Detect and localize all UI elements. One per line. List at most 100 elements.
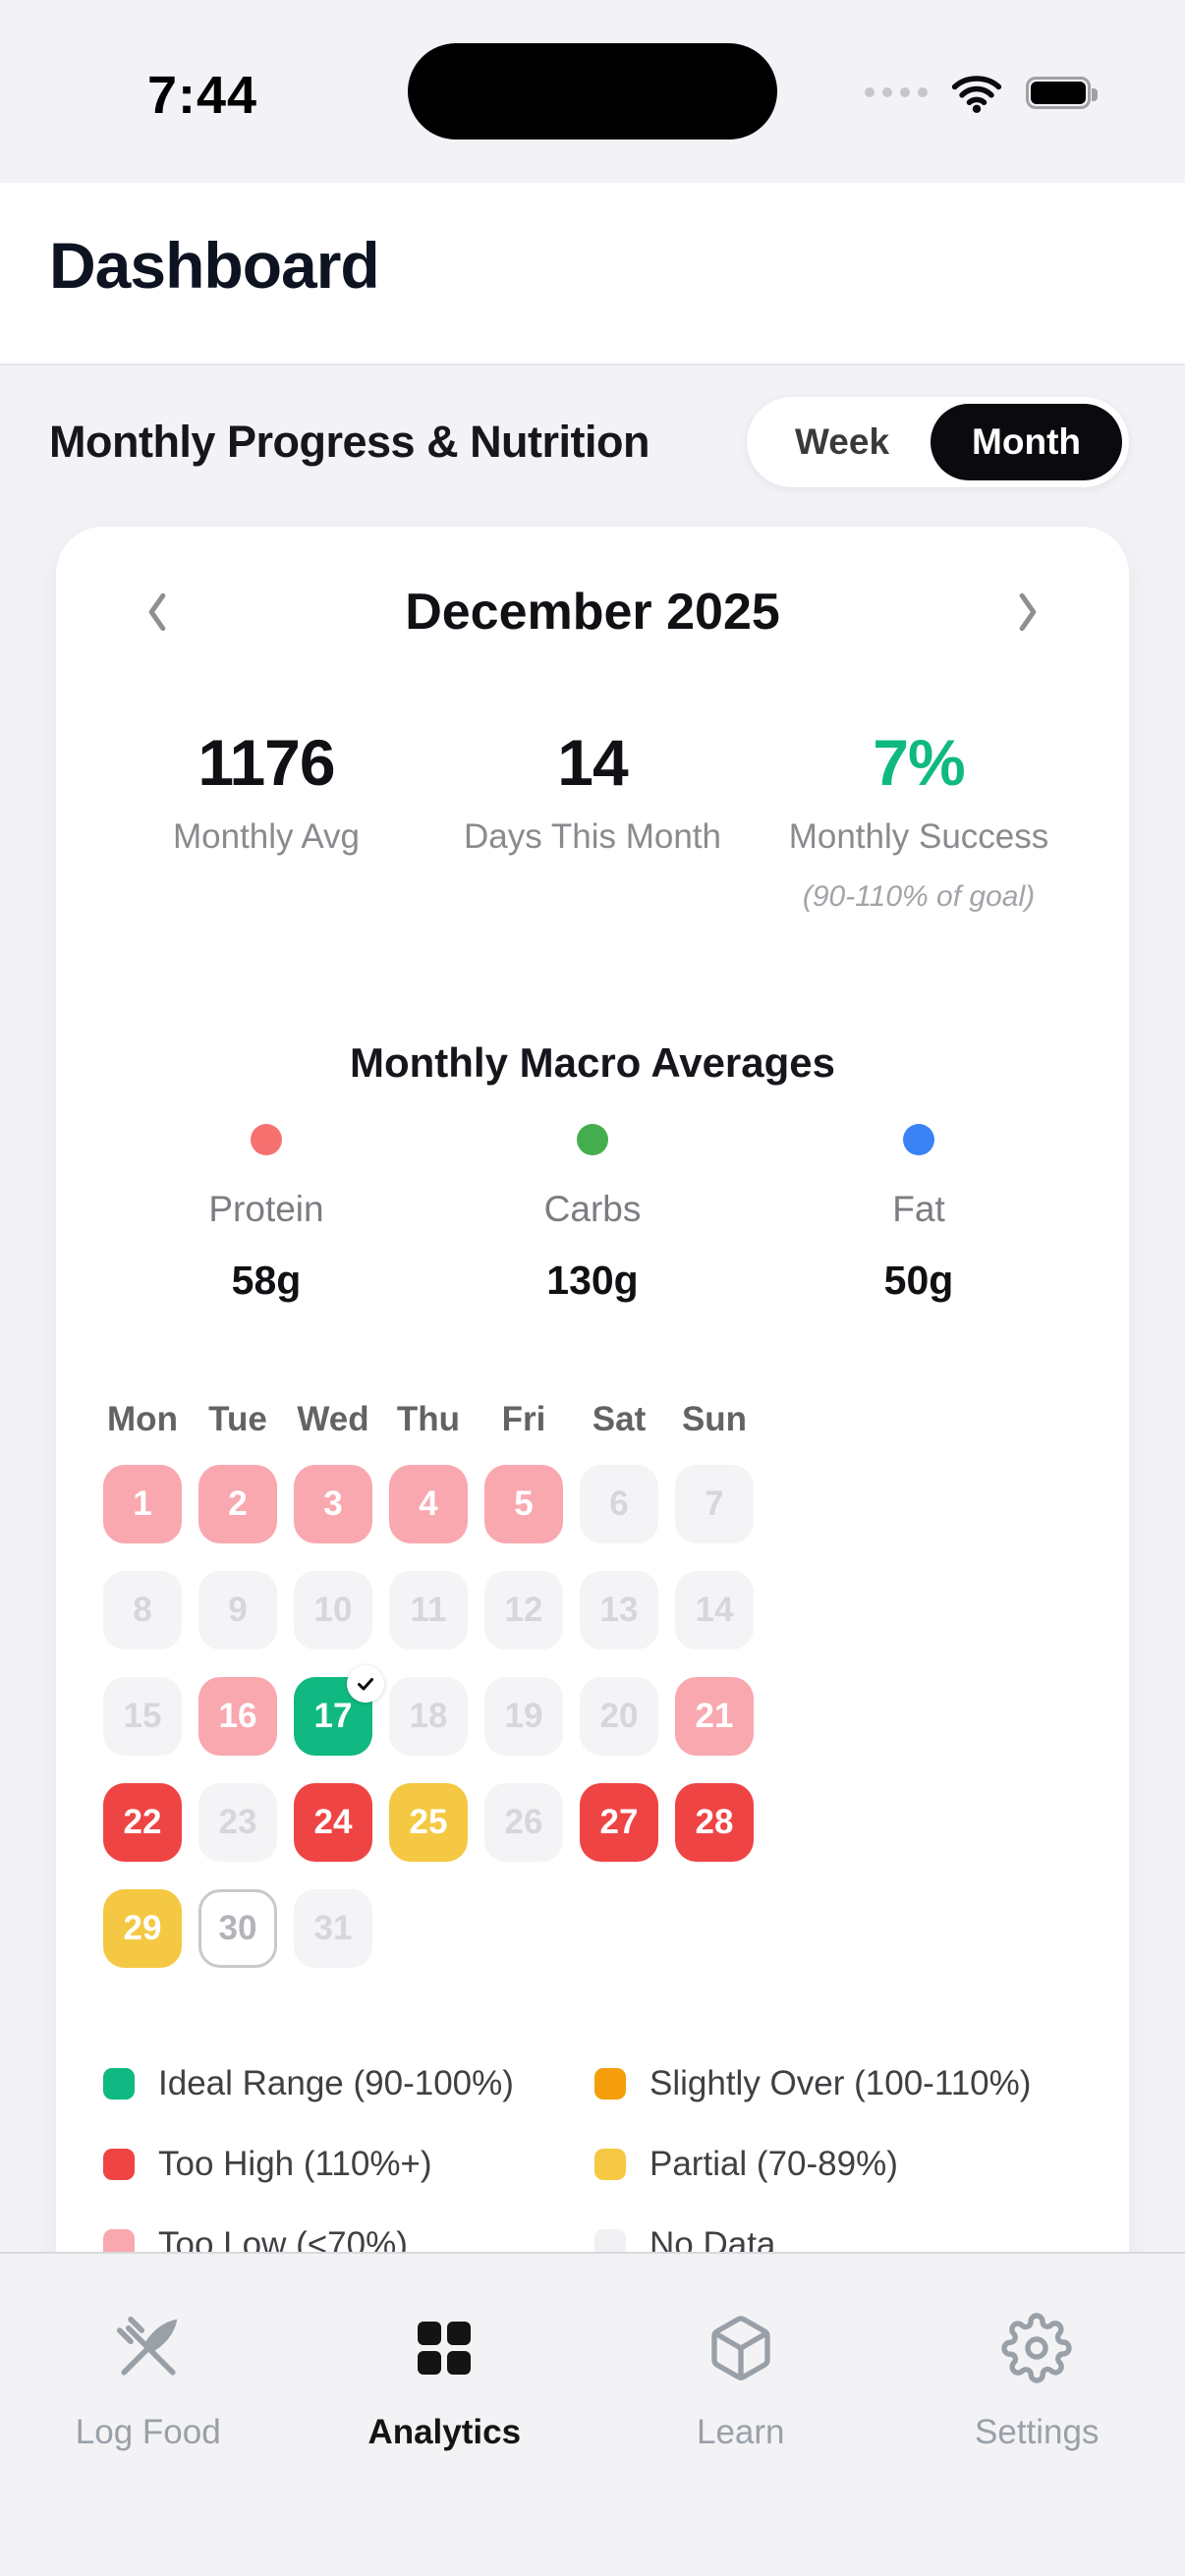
legend-swatch-partial xyxy=(594,2149,626,2180)
weekday-mon: Mon xyxy=(107,1400,178,1438)
macro-averages: Protein 58g Carbs 130g Fat 50g xyxy=(103,1124,1082,1304)
calendar-day[interactable]: 4 xyxy=(389,1465,468,1543)
month-navigation: December 2025 xyxy=(103,582,1082,643)
legend-item-too-high: Too High (110%+) xyxy=(103,2145,594,2184)
calendar-day-today[interactable]: 30 xyxy=(198,1889,277,1968)
calendar-day[interactable]: 10 xyxy=(294,1571,372,1650)
wifi-icon xyxy=(949,71,1004,114)
chevron-left-icon xyxy=(148,592,166,632)
weekday-wed: Wed xyxy=(297,1400,369,1438)
calendar-day[interactable]: 1 xyxy=(103,1465,182,1543)
weekday-thu: Thu xyxy=(396,1400,461,1438)
status-bar: 7:44 xyxy=(0,0,1185,183)
calendar-day[interactable]: 11 xyxy=(389,1571,468,1650)
fork-knife-icon xyxy=(116,2316,177,2376)
calendar-day[interactable]: 12 xyxy=(484,1571,563,1650)
chevron-right-icon xyxy=(1019,592,1037,632)
prev-month-button[interactable] xyxy=(129,582,186,643)
calendar-day[interactable]: 22 xyxy=(103,1783,182,1862)
stat-label: Monthly Avg xyxy=(172,817,361,856)
calendar-day[interactable]: 5 xyxy=(484,1465,563,1543)
calendar-day[interactable]: 8 xyxy=(103,1571,182,1650)
check-badge xyxy=(347,1665,384,1703)
calendar-day[interactable]: 27 xyxy=(580,1783,658,1862)
calendar-day[interactable]: 3 xyxy=(294,1465,372,1543)
tab-settings[interactable]: Settings xyxy=(889,2254,1185,2576)
month-segment[interactable]: Month xyxy=(931,404,1122,480)
calendar-day[interactable]: 14 xyxy=(675,1571,754,1650)
period-segmented-control: Week Month xyxy=(747,397,1129,487)
section-title: Monthly Progress & Nutrition xyxy=(49,417,650,467)
calendar-grid: 1 2 3 4 5 6 7 8 9 10 11 12 13 14 15 16 1… xyxy=(103,1465,1082,1968)
calendar-day-number: 17 xyxy=(313,1697,353,1735)
calendar-day[interactable]: 21 xyxy=(675,1677,754,1756)
legend-item-ideal: Ideal Range (90-100%) xyxy=(103,2064,594,2103)
legend-item-slightly-over: Slightly Over (100-110%) xyxy=(594,2064,1082,2103)
calendar-day[interactable]: 6 xyxy=(580,1465,658,1543)
calendar-day[interactable]: 13 xyxy=(580,1571,658,1650)
stat-value: 1176 xyxy=(198,726,335,799)
macro-value: 130g xyxy=(546,1258,639,1303)
calendar-day[interactable]: 20 xyxy=(580,1677,658,1756)
calendar-day[interactable]: 19 xyxy=(484,1677,563,1756)
stat-days-this-month: 14 Days This Month xyxy=(429,725,756,914)
legend-label: Slightly Over (100-110%) xyxy=(649,2064,1032,2102)
monthly-stats: 1176 Monthly Avg 14 Days This Month 7% M… xyxy=(103,725,1082,914)
week-segment[interactable]: Week xyxy=(795,421,890,462)
calendar-day[interactable]: 18 xyxy=(389,1677,468,1756)
gear-icon xyxy=(1001,2313,1072,2383)
status-icons xyxy=(865,71,1098,114)
calendar-day[interactable]: 7 xyxy=(675,1465,754,1543)
legend-label: Too High (110%+) xyxy=(158,2145,432,2183)
weekday-sun: Sun xyxy=(681,1400,748,1438)
macro-name: Carbs xyxy=(543,1189,642,1229)
weekday-tue: Tue xyxy=(208,1400,267,1438)
macro-carbs: Carbs 130g xyxy=(429,1124,756,1304)
stat-label: Monthly Success xyxy=(788,817,1049,856)
weekday-sat: Sat xyxy=(592,1400,647,1438)
cube-icon xyxy=(711,2316,770,2380)
stat-note: (90-110% of goal) xyxy=(802,880,1036,913)
legend-label: Partial (70-89%) xyxy=(649,2145,898,2183)
legend-label: Ideal Range (90-100%) xyxy=(158,2064,514,2102)
stat-label: Days This Month xyxy=(464,817,721,856)
calendar-day[interactable]: 15 xyxy=(103,1677,182,1756)
macro-value: 50g xyxy=(883,1258,954,1303)
macro-protein: Protein 58g xyxy=(103,1124,429,1304)
macros-title: Monthly Macro Averages xyxy=(349,1039,835,1086)
calendar-day[interactable]: 24 xyxy=(294,1783,372,1862)
monthly-progress-card: December 2025 1176 Monthly Avg 14 Days T… xyxy=(56,527,1129,2320)
calendar-day[interactable]: 9 xyxy=(198,1571,277,1650)
calendar-day-checked[interactable]: 17 xyxy=(294,1665,384,1756)
tab-label: Settings xyxy=(975,2413,1100,2451)
tab-label: Log Food xyxy=(75,2413,221,2451)
stat-monthly-avg: 1176 Monthly Avg xyxy=(103,725,429,914)
tab-analytics[interactable]: Analytics xyxy=(297,2254,593,2576)
calendar-weekday-header: Mon Tue Wed Thu Fri Sat Sun xyxy=(103,1400,1082,1439)
tab-log-food[interactable]: Log Food xyxy=(0,2254,297,2576)
calendar-day[interactable]: 28 xyxy=(675,1783,754,1862)
calendar-day[interactable]: 26 xyxy=(484,1783,563,1862)
next-month-button[interactable] xyxy=(999,582,1056,643)
carbs-dot-icon xyxy=(577,1124,608,1155)
fat-dot-icon xyxy=(903,1124,934,1155)
calendar-day[interactable]: 2 xyxy=(198,1465,277,1543)
calendar-day[interactable]: 25 xyxy=(389,1783,468,1862)
tab-bar: Log Food Analytics Learn Settings xyxy=(0,2252,1185,2576)
calendar-day[interactable]: 16 xyxy=(198,1677,277,1756)
month-title: December 2025 xyxy=(405,584,780,641)
page-title: Dashboard xyxy=(49,229,380,302)
calendar-day[interactable]: 29 xyxy=(103,1889,182,1968)
calendar-day[interactable]: 23 xyxy=(198,1783,277,1862)
check-icon xyxy=(358,1678,373,1691)
macro-name: Protein xyxy=(208,1189,324,1229)
stat-value: 7% xyxy=(873,726,965,799)
legend-swatch-ideal xyxy=(103,2068,135,2100)
tab-label: Analytics xyxy=(367,2413,522,2451)
weekday-fri: Fri xyxy=(501,1400,546,1438)
clock-time: 7:44 xyxy=(147,66,258,125)
calendar-day[interactable]: 31 xyxy=(294,1889,372,1968)
calendar-legend: Ideal Range (90-100%) Slightly Over (100… xyxy=(103,2064,1082,2265)
tab-learn[interactable]: Learn xyxy=(592,2254,889,2576)
protein-dot-icon xyxy=(251,1124,282,1155)
